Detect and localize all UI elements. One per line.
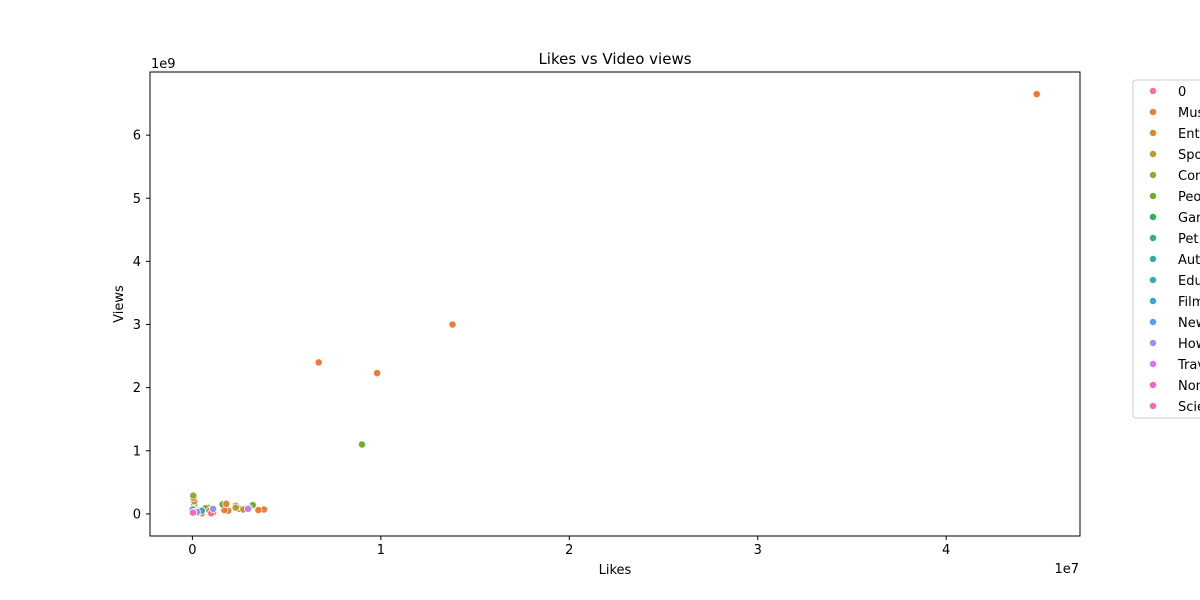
- legend-marker: [1149, 276, 1157, 284]
- data-point-trav: [244, 504, 252, 513]
- legend-marker: [1149, 108, 1157, 116]
- legend-label: Ent: [1178, 127, 1200, 142]
- legend-marker: [1149, 318, 1157, 326]
- axis-ticks: 0 1 2 3 4 0 1 2 3 4 5 6: [133, 129, 951, 558]
- y-tick-label: 2: [133, 381, 141, 396]
- chart-title: Likes vs Video views: [538, 50, 691, 68]
- y-tick-label: 1: [133, 444, 141, 459]
- legend-marker: [1149, 150, 1157, 158]
- y-axis-label: Views: [112, 285, 127, 323]
- legend-label: 0: [1178, 85, 1186, 100]
- data-point-how: [209, 504, 218, 513]
- legend-marker: [1149, 360, 1157, 368]
- legend-label: How: [1178, 337, 1200, 352]
- legend-frame: [1132, 79, 1200, 419]
- data-points: [188, 90, 1041, 518]
- x-tick-label: 4: [942, 543, 950, 558]
- x-offset-label: 1e7: [1054, 562, 1079, 577]
- legend-marker: [1149, 234, 1157, 242]
- legend-marker: [1149, 213, 1157, 221]
- data-point-ent: [222, 499, 231, 508]
- y-offset-label: 1e9: [151, 57, 176, 72]
- data-point-con: [189, 491, 198, 500]
- y-tick-label: 4: [133, 255, 141, 270]
- legend: 0 Mus Ent Spo Con Peo Gan Pet Aut Edu Film New How Tr…: [1132, 79, 1200, 419]
- legend-label: New: [1178, 316, 1200, 331]
- legend-marker: [1149, 129, 1157, 137]
- legend-marker: [1149, 87, 1157, 95]
- data-point-mus: [373, 369, 382, 378]
- legend-marker: [1149, 255, 1157, 263]
- legend-label: Pet: [1178, 232, 1198, 247]
- legend-label: Edu: [1178, 274, 1200, 289]
- legend-label: Peo: [1178, 190, 1200, 205]
- y-tick-label: 5: [133, 192, 141, 207]
- legend-marker: [1149, 297, 1157, 305]
- legend-label: Spo: [1178, 148, 1200, 163]
- legend-label: Scie: [1178, 400, 1200, 415]
- y-tick-label: 6: [133, 129, 141, 144]
- data-point-mus: [314, 358, 323, 367]
- data-point-mus: [448, 320, 457, 329]
- data-point-peo: [358, 440, 366, 449]
- legend-label: Non: [1178, 379, 1200, 394]
- legend-marker: [1149, 381, 1157, 389]
- x-tick-label: 3: [754, 543, 762, 558]
- legend-label: Con: [1178, 169, 1200, 184]
- legend-marker: [1149, 402, 1157, 410]
- plot-frame: [149, 71, 1081, 537]
- legend-label: Gan: [1178, 211, 1200, 226]
- legend-label: Mus: [1178, 106, 1200, 121]
- x-tick-label: 2: [565, 543, 573, 558]
- legend-marker: [1149, 339, 1157, 347]
- data-point-scie: [189, 508, 197, 517]
- data-point-mus: [254, 506, 263, 515]
- x-axis-label: Likes: [599, 563, 632, 578]
- legend-label: Aut: [1178, 253, 1200, 268]
- data-point-con: [231, 503, 240, 512]
- x-tick-label: 0: [188, 543, 196, 558]
- legend-marker: [1149, 192, 1157, 200]
- y-tick-label: 3: [133, 318, 141, 333]
- legend-marker: [1149, 171, 1157, 179]
- legend-label: Trav: [1177, 358, 1200, 373]
- y-tick-label: 0: [133, 507, 141, 522]
- x-tick-label: 1: [377, 543, 385, 558]
- data-point-mus: [1032, 90, 1041, 99]
- legend-label: Film: [1178, 295, 1200, 310]
